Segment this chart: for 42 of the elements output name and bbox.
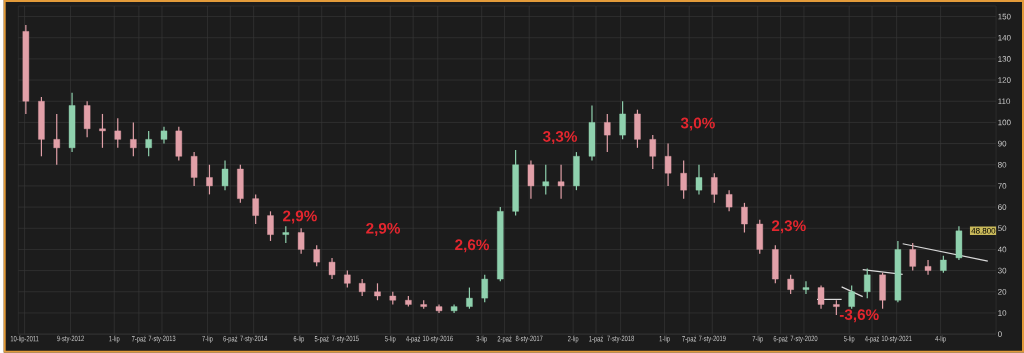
candlestick [221,160,229,191]
candlestick [680,160,687,200]
annotation: -3,6% [839,309,879,323]
candlestick [909,242,916,272]
candlestick [83,100,91,138]
candlestick [711,172,718,204]
candlestick [725,189,733,213]
candlestick [481,274,488,304]
candlestick [267,210,274,242]
candlestick [619,100,626,141]
candlestick [206,164,213,196]
candlestick [99,113,106,149]
candlestick [313,244,320,268]
annotation: 3,3% [542,131,577,145]
candlestick [297,227,305,255]
annotation: 2,6% [455,239,490,253]
candlestick [53,113,60,166]
candlestick [924,259,932,276]
candlestick [848,284,855,310]
candlestick [557,164,565,200]
candlestick [787,274,794,295]
candlestick [864,268,871,299]
candlestick [649,134,656,170]
candlestick [190,151,198,187]
candlestick [817,284,825,310]
candlestick [542,164,549,196]
candlestick [145,130,152,158]
candlestick [130,121,137,158]
annotation: 2,9% [366,223,401,237]
candlestick [466,287,473,310]
annotation: 3,0% [680,117,715,131]
candlestick [252,193,259,225]
candlestick [114,117,121,149]
candlestick [802,280,810,295]
candlestick [604,113,611,153]
annotation: 2,3% [771,220,806,234]
candlestick [664,143,672,187]
annotation: 2,9% [283,210,317,224]
candlestick [741,202,748,234]
candlestick [328,257,336,280]
candlestick [527,160,535,200]
candlestick [695,164,703,196]
